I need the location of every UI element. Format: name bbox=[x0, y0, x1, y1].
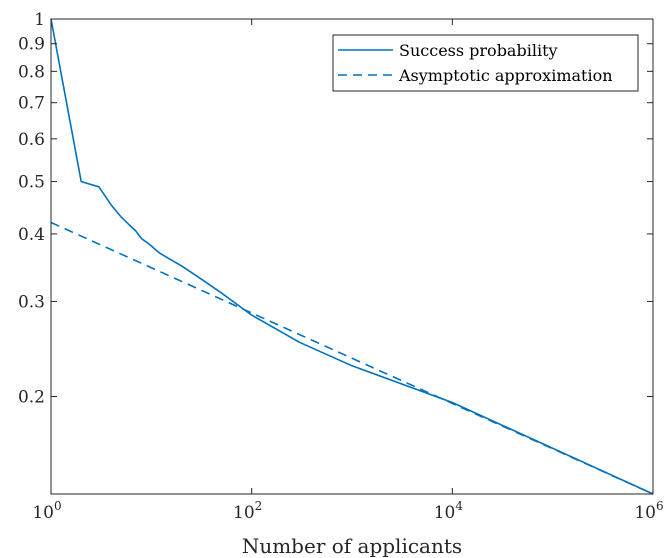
x-tick-label-3: 106 bbox=[634, 499, 663, 523]
legend-label-asymptotic: Asymptotic approximation bbox=[398, 66, 613, 85]
legend-label-success: Success probability bbox=[399, 41, 558, 60]
y-tick-label-1: 0.3 bbox=[18, 292, 45, 312]
ticks-layer: 100 102 104 106 0.2 0.3 0.4 0.5 0.6 0.7 0.8 0.9 1 bbox=[18, 10, 664, 523]
y-tick-label-8: 1 bbox=[34, 10, 45, 30]
legend-box bbox=[332, 34, 639, 92]
y-tick-label-6: 0.8 bbox=[18, 62, 45, 82]
series-asymptotic-line bbox=[50, 221, 654, 495]
x-axis-label: Number of applicants bbox=[242, 534, 462, 558]
x-tick-label-2: 104 bbox=[434, 499, 464, 523]
y-tick-label-3: 0.5 bbox=[18, 173, 45, 193]
y-tick-label-2: 0.4 bbox=[18, 225, 45, 245]
plot-background bbox=[51, 19, 653, 494]
y-tick-label-7: 0.9 bbox=[18, 35, 45, 55]
x-tick-label-1: 102 bbox=[233, 499, 262, 523]
series-layer bbox=[50, 18, 654, 495]
y-tick-label-4: 0.6 bbox=[18, 130, 45, 150]
y-tick-label-5: 0.7 bbox=[18, 94, 45, 114]
legend: Success probability Asymptotic approxima… bbox=[332, 34, 639, 92]
plot-frame bbox=[50, 18, 654, 495]
y-tick-label-0: 0.2 bbox=[18, 388, 45, 408]
x-tick-label-0: 100 bbox=[32, 499, 61, 523]
series-success-line bbox=[50, 18, 654, 495]
